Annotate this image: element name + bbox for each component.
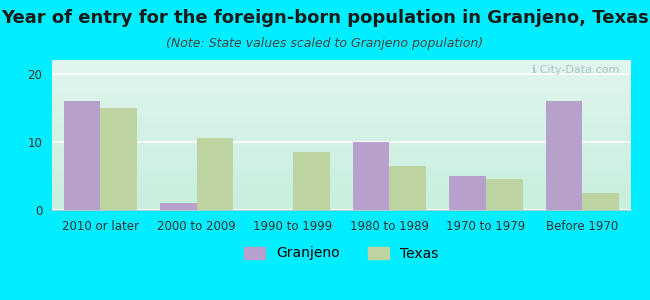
Bar [449, 176, 486, 210]
Bar [293, 152, 330, 210]
Bar [160, 203, 196, 210]
Bar [100, 108, 137, 210]
Bar [196, 138, 233, 210]
Bar [353, 142, 389, 210]
Bar [486, 179, 523, 210]
Text: ℹ City-Data.com: ℹ City-Data.com [532, 64, 619, 75]
Bar [582, 193, 619, 210]
Bar [545, 101, 582, 210]
Legend: Granjeno, Texas: Granjeno, Texas [239, 241, 444, 266]
Bar [64, 101, 100, 210]
Text: Year of entry for the foreign-born population in Granjeno, Texas: Year of entry for the foreign-born popul… [1, 9, 649, 27]
Text: (Note: State values scaled to Granjeno population): (Note: State values scaled to Granjeno p… [166, 38, 484, 50]
Bar [389, 166, 426, 210]
